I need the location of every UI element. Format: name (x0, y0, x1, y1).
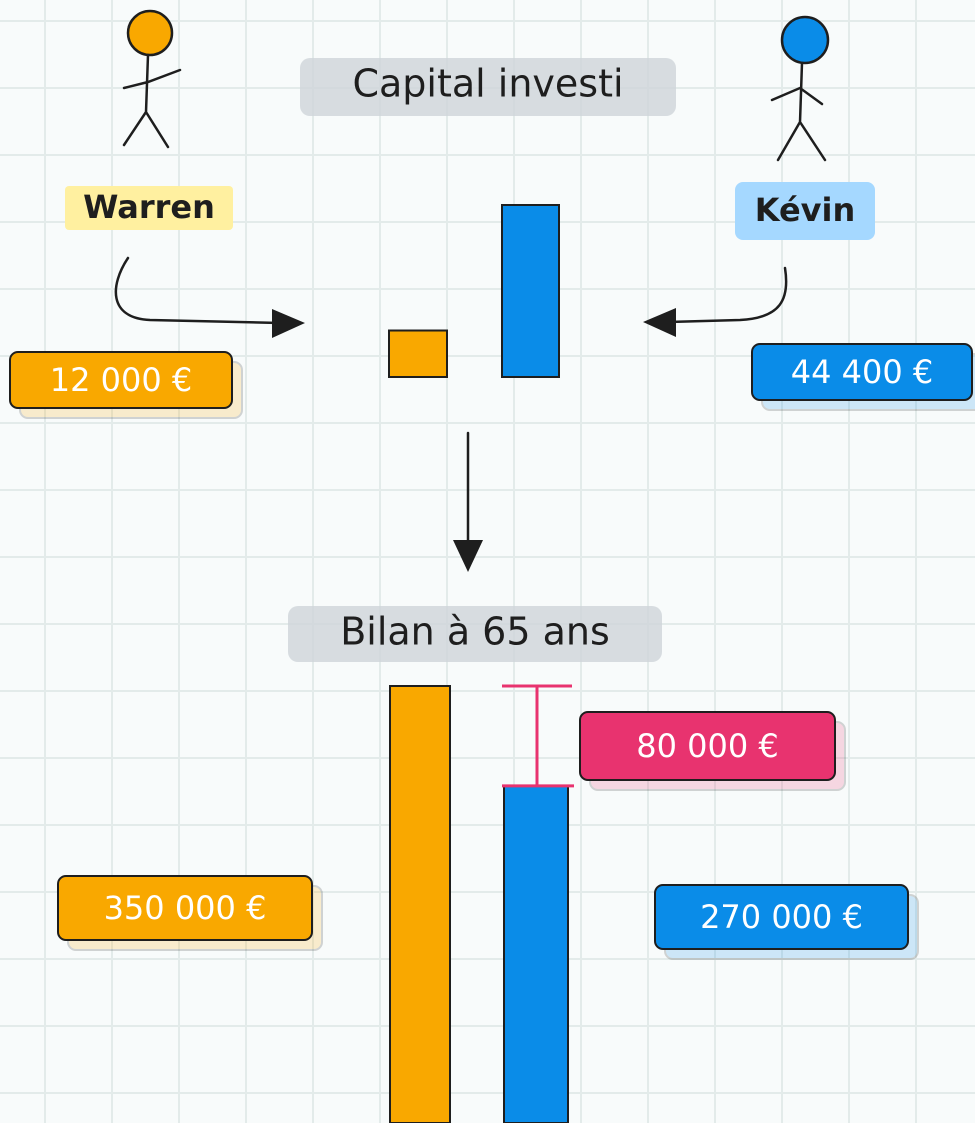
value-label: 12 000 € (50, 361, 193, 399)
bar (389, 685, 451, 1123)
category-highlight (65, 186, 233, 230)
category-highlight (735, 182, 875, 240)
value-label: 270 000 € (700, 898, 863, 936)
chart-title: Capital investi (352, 62, 623, 106)
label-box (9, 351, 233, 409)
value-label: 350 000 € (104, 889, 267, 927)
arrow (114, 256, 282, 325)
label-box (751, 343, 973, 401)
category-label: Kévin (755, 191, 856, 229)
warren-figure (122, 9, 182, 149)
arrowhead (272, 309, 305, 338)
category-label: Warren (83, 188, 215, 226)
arrowhead (453, 540, 483, 572)
title-background (288, 606, 662, 662)
value-label: 80 000 € (636, 727, 779, 765)
label-box (579, 711, 836, 781)
chart-title: Bilan à 65 ans (340, 610, 610, 654)
value-label: 44 400 € (791, 353, 934, 391)
difference-bracket (502, 684, 574, 788)
kevin-figure (770, 15, 830, 162)
arrowhead (643, 308, 676, 337)
label-box (57, 875, 313, 941)
title-background (300, 58, 676, 116)
arrow (666, 266, 788, 324)
bar (503, 784, 569, 1123)
bar (501, 204, 560, 378)
label-box (654, 884, 909, 950)
bar (388, 329, 448, 379)
